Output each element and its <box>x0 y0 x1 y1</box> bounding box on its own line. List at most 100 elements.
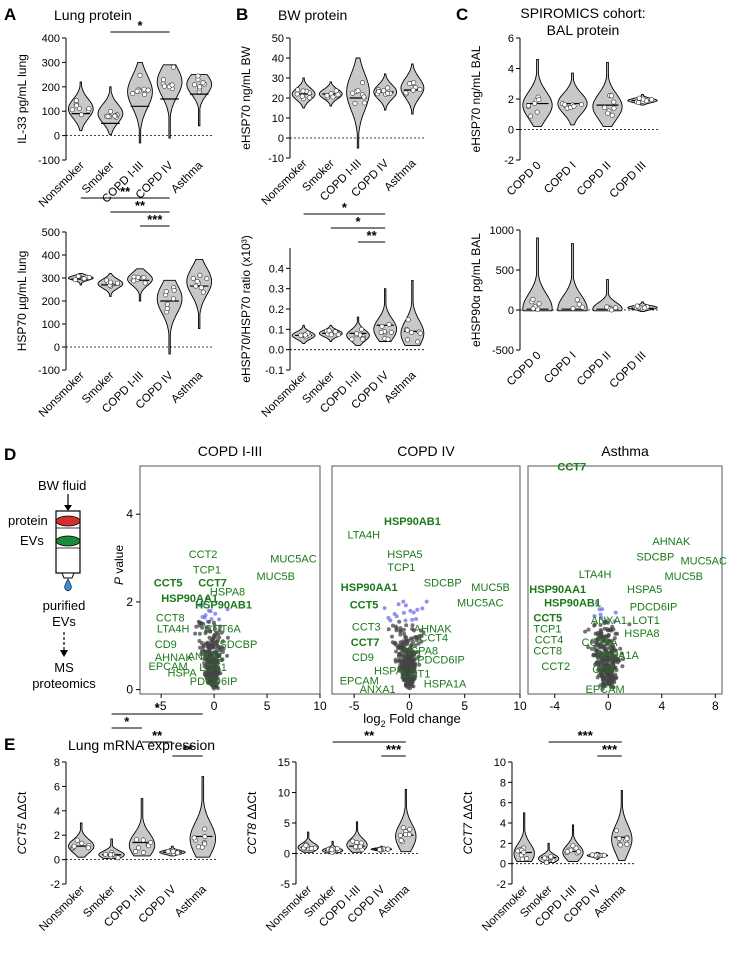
point <box>412 666 417 671</box>
y-axis-label: eHSP90α pg/mL BAL <box>469 233 483 347</box>
x-tick-label: -5 <box>156 699 167 713</box>
volcano-asthma: Asthma -4 0 4 8 CCT7 AHNAK SDCBP MUC5AC LTA4H MUC5… <box>527 443 727 713</box>
significant-point <box>213 611 218 616</box>
protein-label: HSP90AB1 <box>195 600 252 612</box>
data-point <box>542 855 548 861</box>
point <box>409 647 414 652</box>
y-tick-label: 8 <box>54 757 60 769</box>
y-tick-label: -2 <box>504 155 514 167</box>
protein-label: AHNAK <box>414 624 453 636</box>
data-point <box>616 835 622 841</box>
significant-point <box>202 615 207 620</box>
x-tick-label: Asthma <box>382 369 418 405</box>
point <box>401 627 406 632</box>
significance-label: ** <box>120 184 131 199</box>
data-point <box>74 837 80 843</box>
protein-label: LOT1 <box>632 615 660 627</box>
y-tick-label: 1000 <box>490 225 514 237</box>
data-point <box>330 94 336 100</box>
x-tick-label: Asthma <box>169 159 205 195</box>
volcano-xlabel: log2 Fold change <box>363 711 461 729</box>
x-tick-label: -5 <box>349 699 360 713</box>
data-point <box>571 103 577 109</box>
point <box>202 656 207 661</box>
y-tick-label: 300 <box>42 57 60 69</box>
schematic-bw-fluid-label: BW fluid <box>38 478 86 493</box>
point <box>605 659 610 663</box>
data-point <box>134 88 140 94</box>
data-point <box>352 100 358 106</box>
point <box>404 638 409 643</box>
data-point <box>407 81 413 87</box>
protein-label: CCT2 <box>189 549 218 561</box>
y-axis-label-unit: ΔΔCt <box>245 791 259 823</box>
protein-label: LOT1 <box>199 662 227 674</box>
data-point <box>195 73 201 79</box>
point <box>609 639 614 644</box>
data-point <box>163 288 169 294</box>
data-point <box>548 854 554 860</box>
y-tick-label: 6 <box>508 33 514 45</box>
point <box>220 650 225 654</box>
y-tick-label: 0.1 <box>269 324 284 336</box>
data-point <box>536 97 542 103</box>
protein-label: CD9 <box>592 664 614 676</box>
point <box>409 662 414 667</box>
protein-label: HSPA5 <box>627 584 662 596</box>
protein-label: LOT1 <box>403 668 431 680</box>
data-point <box>195 844 201 850</box>
schematic-evs-band <box>55 535 81 547</box>
protein-label: EPCAM <box>586 684 625 696</box>
significant-point <box>592 614 597 618</box>
violin-copd-i-iii <box>346 316 370 347</box>
data-point <box>79 840 85 846</box>
schematic-arrow-out-head <box>60 650 68 657</box>
violin-copd-ii <box>592 61 623 127</box>
point <box>201 643 206 648</box>
significant-point <box>424 599 429 604</box>
data-point <box>649 97 655 103</box>
point <box>390 634 394 639</box>
point <box>219 630 224 635</box>
point <box>618 646 623 651</box>
data-point <box>575 849 581 855</box>
chart-bw-ratio: -0.1 0.0 0.1 0.2 0.3 0.4 eHSP70/HSP70 ratio (x… <box>239 200 426 420</box>
point <box>414 635 419 639</box>
point <box>600 656 605 661</box>
data-point <box>405 317 411 323</box>
significance-label: ** <box>135 198 146 213</box>
data-point <box>404 327 410 333</box>
y-tick-label: 0.0 <box>269 345 284 357</box>
violin-copd-ii <box>592 279 623 312</box>
bw-fluid-schematic: BW fluid protein EVs purified EVs MS prote… <box>8 478 96 691</box>
point <box>600 687 605 692</box>
y-tick-label: 0.2 <box>269 304 284 316</box>
data-point <box>386 321 392 327</box>
data-point <box>642 305 648 311</box>
y-tick-label: 0.4 <box>269 263 284 275</box>
data-point <box>300 88 306 94</box>
y-tick-label: -100 <box>38 155 60 167</box>
significant-point <box>401 599 406 604</box>
protein-label: ANXA1 <box>360 684 396 696</box>
point <box>390 640 395 645</box>
y-axis-label-unit: ΔΔCt <box>461 791 475 823</box>
data-point <box>171 64 177 70</box>
data-point <box>81 276 87 282</box>
data-point <box>302 332 308 338</box>
y-tick-label: 0 <box>54 855 60 867</box>
point <box>406 657 411 662</box>
point <box>218 671 223 676</box>
data-point <box>530 296 536 302</box>
x-tick-label: Nonsmoker <box>37 370 87 420</box>
y-tick-label: 2 <box>54 830 60 842</box>
point <box>193 631 198 636</box>
data-point <box>643 98 649 104</box>
data-point <box>170 296 176 302</box>
significant-point <box>411 610 416 615</box>
protein-label: PDCD6IP <box>190 676 238 688</box>
y-tick-label: 0 <box>54 131 60 143</box>
data-point <box>353 844 359 850</box>
protein-label: TCP1 <box>533 624 561 636</box>
